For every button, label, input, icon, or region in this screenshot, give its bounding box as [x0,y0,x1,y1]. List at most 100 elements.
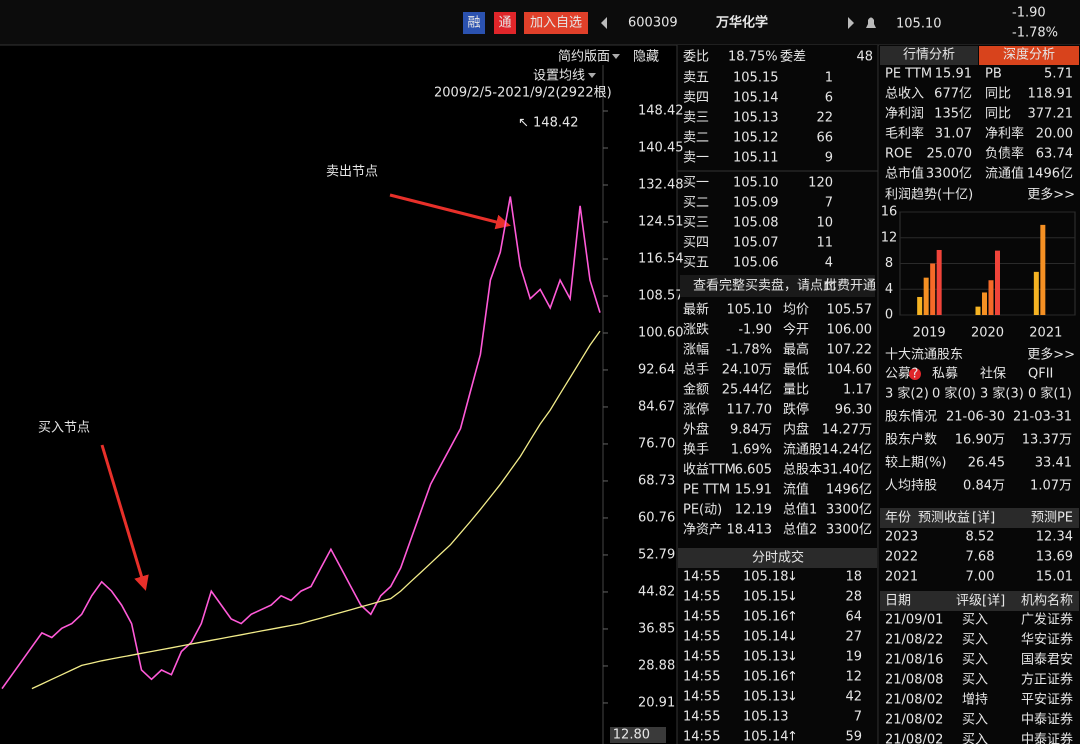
rating: 买入 [962,633,988,648]
label: 总值1 [783,502,817,518]
value: 117.70 [727,403,773,418]
time: 14:55 [683,570,720,585]
bar [975,306,981,315]
tab-active[interactable] [979,46,1079,65]
label: PE TTM [885,67,932,82]
bar [988,280,994,315]
sell-arrow [389,193,511,230]
prev-icon[interactable] [601,17,607,29]
volume: 11 [816,236,833,251]
value: 104.60 [827,363,873,378]
price: 105.12 [733,131,779,146]
volume: 120 [808,176,833,191]
label: 量比 [783,383,809,398]
value: 15.01 [1036,570,1073,585]
value: 18.413 [727,523,773,538]
bar [1040,224,1046,315]
hint[interactable]: ? [912,367,919,382]
value: 18.75% [728,50,778,65]
header-link[interactable]: [详] [972,511,995,526]
y-tick-label: 116.54 [638,252,684,267]
price: 105.13 [743,650,789,665]
rating: 买入 [962,713,988,728]
badge[interactable] [524,12,588,34]
middle-panel [677,45,878,744]
rating: 买入 [962,673,988,688]
label: 收益TTM [683,463,736,478]
bar [1033,271,1039,315]
label: 较上期(%) [885,456,947,471]
price: 105.18 [743,570,789,585]
bar [930,263,936,315]
volume: 27 [845,630,862,645]
year: 2021 [885,570,918,585]
value: 26.45 [968,456,1005,471]
price: 105.13 [733,111,779,126]
time: 14:55 [683,690,720,705]
label: 最新 [683,302,709,318]
value: 377.21 [1028,107,1074,122]
tab[interactable] [880,46,978,65]
more-link[interactable]: 更多>> [1027,347,1075,363]
hide-button[interactable]: 隐藏 [633,50,659,65]
date: 21/08/02 [885,713,943,728]
price: 105.08 [733,216,779,231]
label: 卖二 [683,131,709,146]
rating: 增持 [962,693,988,708]
price-line [1,196,601,690]
header-link[interactable]: [详] [982,594,1005,609]
value: 31.40亿 [822,463,872,478]
value: 15.91 [935,67,972,82]
label: 买五 [683,256,709,271]
badge-label[interactable]: 融 [467,16,480,31]
label: 最高 [783,342,809,358]
next-icon[interactable] [848,17,854,29]
institution: 平安证券 [1021,692,1073,708]
label: 流通股 [783,443,822,458]
alert-icon[interactable] [866,17,876,29]
badge-label[interactable]: 加入自选 [530,16,582,31]
y-tick-label: 140.45 [638,141,684,156]
notice[interactable]: 查看完整买卖盘，请点此 [693,278,836,294]
time: 14:55 [683,610,720,625]
value: 14.24亿 [822,443,872,458]
volume: 19 [845,650,862,665]
dropdown-icon[interactable] [588,73,596,78]
section-title: 分时成交 [752,550,804,566]
hint-icon[interactable] [909,368,921,380]
chart-title: 利润趋势(十亿) [885,187,973,203]
volume: 64 [845,610,862,625]
x-tick-label: 2020 [971,326,1004,341]
label: 同比 [985,87,1011,102]
header: 预测PE [1031,511,1073,526]
peak-label: ↖ 148.42 [518,116,579,131]
direction: ↓ [787,650,798,665]
ma-setting[interactable]: 设置均线 [533,69,585,84]
y-tick-label: 16 [881,205,898,220]
label: ROE [885,147,912,162]
layout-button[interactable]: 简约版面 [558,49,610,65]
tab-label[interactable]: 深度分析 [1003,47,1055,63]
badge[interactable] [494,12,516,34]
value: 106.00 [827,323,873,338]
annotation: 卖出节点 [326,165,378,180]
value: 6.605 [735,463,772,478]
y-tick-label: 0 [885,308,893,323]
tab-label[interactable]: 行情分析 [903,48,955,63]
label: 金额 [683,382,709,398]
year: 2023 [885,530,918,545]
holder-count: 3 家(3) [980,386,1024,402]
label: 涨停 [683,402,709,418]
institution: 广发证券 [1021,612,1073,628]
label: 同比 [985,107,1011,122]
volume: 6 [825,91,833,106]
notice-box[interactable] [680,275,875,297]
badge-label[interactable]: 通 [498,16,511,31]
badge[interactable] [463,12,485,34]
stock-name: 万华化学 [715,15,768,31]
cursor-box [610,727,666,743]
more-link[interactable]: 更多>> [1027,187,1075,203]
holder-type: QFII [1028,367,1053,382]
dropdown-icon[interactable] [612,54,620,59]
notice-link[interactable]: 付费开通 [824,279,876,294]
